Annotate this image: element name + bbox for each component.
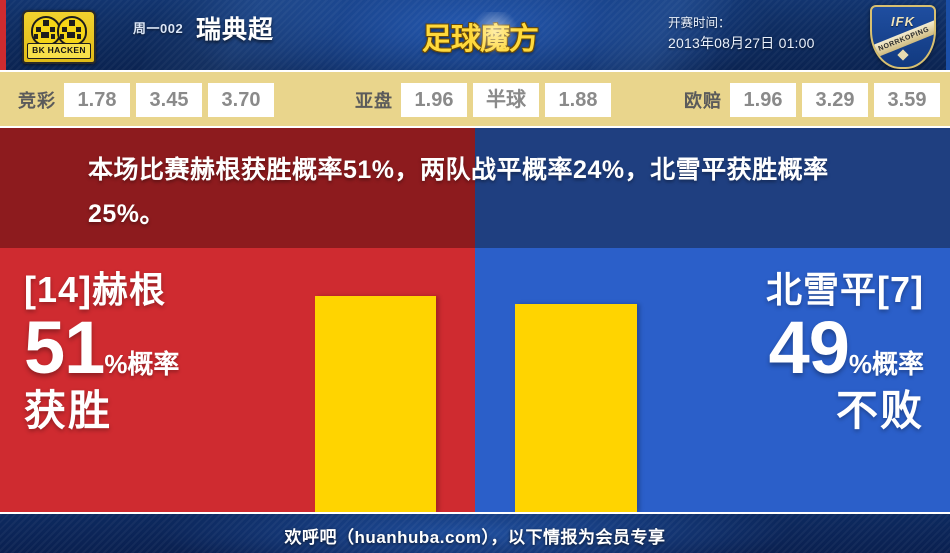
odds-group-label: 欧赔 — [684, 91, 722, 111]
home-team-badge: BK HACKEN — [22, 10, 96, 64]
odds-group-oupei: 欧赔 1.96 3.29 3.59 — [684, 72, 946, 128]
kickoff-block: 开赛时间： 2013年08月27日 01:00 — [668, 13, 815, 53]
home-percent-row: 51%概率 — [24, 311, 300, 385]
ball-panel — [76, 27, 81, 32]
shield-icon: IFK NORRKOPING — [870, 5, 936, 69]
odds-group-yapan: 亚盘 1.96 半球 1.88 — [355, 72, 617, 128]
brand-logo-text: 足球魔方 — [422, 23, 539, 56]
ball-panel — [34, 34, 38, 39]
probability-chart: [14]赫根 51%概率 获胜 北雪平[7] 49%概率 不败 — [0, 248, 950, 512]
summary-stripe: 本场比赛赫根获胜概率51%，两队战平概率24%，北雪平获胜概率25%。 — [0, 128, 950, 248]
odds-group-label: 亚盘 — [355, 91, 393, 111]
bar-away — [515, 304, 637, 512]
away-outcome: 不败 — [835, 387, 924, 434]
match-number: 周一002 — [133, 21, 184, 36]
odds-cell[interactable]: 1.96 — [401, 83, 467, 117]
ball-panel — [43, 20, 49, 26]
odds-cell[interactable]: 半球 — [473, 83, 539, 117]
odds-cell[interactable]: 1.88 — [545, 83, 611, 117]
kickoff-label: 开赛时间： — [668, 16, 731, 30]
odds-cell[interactable]: 3.45 — [136, 83, 202, 117]
ball-panel — [60, 34, 64, 39]
summary-half-home — [0, 128, 475, 248]
ball-panel — [36, 27, 41, 32]
star-icon — [897, 49, 909, 61]
ball-panel — [67, 32, 75, 38]
away-stats: 北雪平[7] 49%概率 不败 — [650, 248, 950, 512]
odds-cell[interactable]: 3.70 — [208, 83, 274, 117]
header-bar: BK HACKEN 周一002 瑞典超 足球魔方 开赛时间： 2013年08月2… — [0, 0, 950, 70]
odds-group-label: 竞彩 — [18, 91, 56, 111]
soccer-ball-icon — [57, 16, 87, 46]
ball-panel — [69, 20, 75, 26]
footer-bar: 欢呼吧（huanhuba.com），以下情报为会员专享 — [0, 512, 950, 553]
summary-half-away — [475, 128, 950, 248]
odds-cell[interactable]: 1.96 — [730, 83, 796, 117]
away-percent-row: 49%概率 — [650, 311, 924, 385]
footer-text[interactable]: 欢呼吧（huanhuba.com），以下情报为会员专享 — [284, 528, 666, 547]
header-left-edge — [0, 0, 6, 70]
ball-panel — [50, 27, 55, 32]
ball-panel — [41, 32, 49, 38]
bar-home — [315, 296, 436, 512]
odds-group-jingcai: 竞彩 1.78 3.45 3.70 — [18, 72, 280, 128]
home-percent-value: 51 — [24, 306, 105, 389]
ball-panel — [51, 34, 55, 39]
header-right-edge — [946, 0, 950, 70]
ball-panel — [77, 34, 81, 39]
home-stats: [14]赫根 51%概率 获胜 — [0, 248, 300, 512]
home-percent-suffix: %概率 — [104, 349, 180, 379]
away-team-badge: IFK NORRKOPING — [870, 5, 936, 69]
away-team-name: 北雪平[7] — [766, 269, 924, 310]
home-outcome: 获胜 — [24, 387, 113, 434]
league-name: 瑞典超 — [196, 16, 275, 44]
away-percent-suffix: %概率 — [848, 349, 924, 379]
ball-panel — [62, 27, 67, 32]
kickoff-time: 2013年08月27日 01:00 — [668, 35, 815, 51]
brand-logo[interactable]: 足球魔方 — [410, 8, 550, 58]
home-team-name: [14]赫根 — [24, 269, 167, 310]
summary-text: 本场比赛赫根获胜概率51%，两队战平概率24%，北雪平获胜概率25%。 — [88, 156, 829, 228]
odds-cell[interactable]: 3.59 — [874, 83, 940, 117]
odds-cell[interactable]: 1.78 — [64, 83, 130, 117]
home-badge-label: BK HACKEN — [27, 43, 91, 59]
odds-cell[interactable]: 3.29 — [802, 83, 868, 117]
away-badge-initials: IFK — [891, 14, 915, 29]
away-percent-value: 49 — [768, 306, 850, 389]
soccer-ball-icon — [31, 16, 61, 46]
odds-bar: 竞彩 1.78 3.45 3.70 亚盘 1.96 半球 1.88 欧赔 1.9… — [0, 70, 950, 128]
